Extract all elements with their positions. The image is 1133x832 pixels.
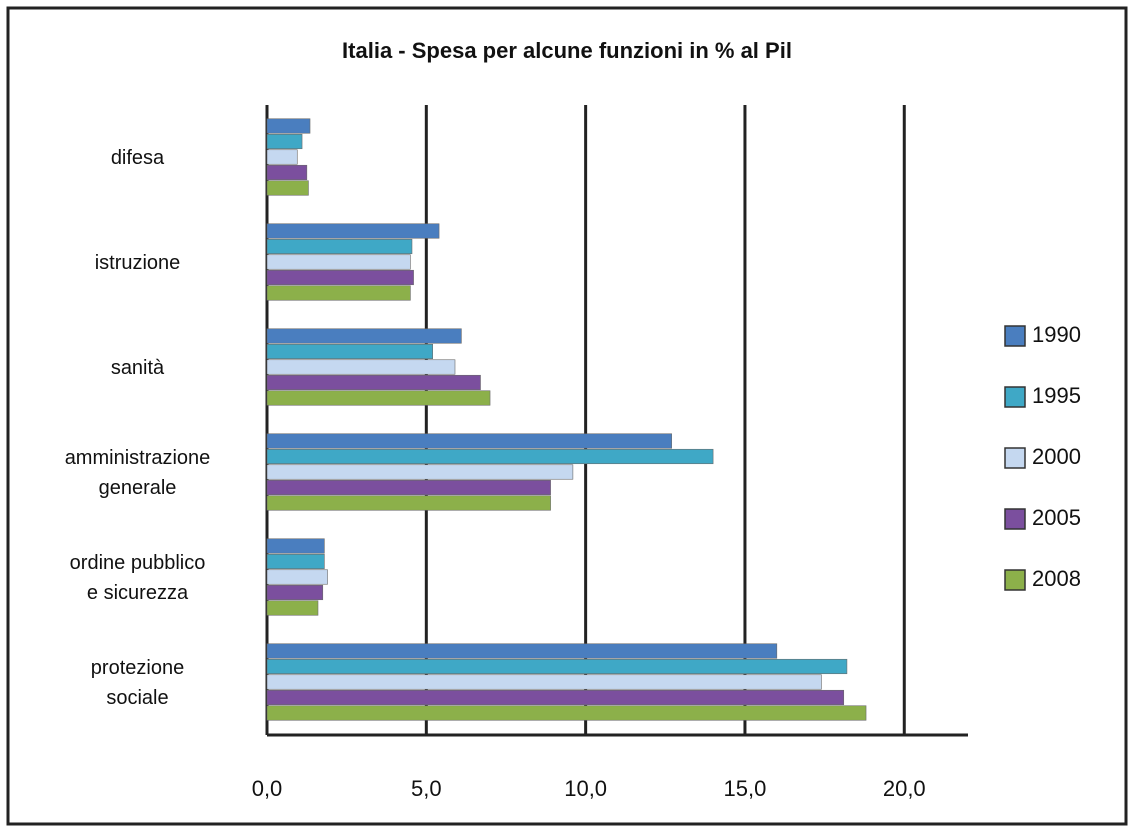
bar <box>266 538 325 554</box>
legend-swatch <box>1004 569 1026 591</box>
legend-label: 2000 <box>1032 444 1081 469</box>
legend-swatch <box>1004 447 1026 469</box>
bar <box>266 495 551 511</box>
legend-label: 1990 <box>1032 322 1081 347</box>
bar <box>266 328 462 344</box>
bar <box>266 569 328 585</box>
y-tick-label: amministrazione generale <box>64 446 211 499</box>
x-tick-label: 20,0 <box>883 776 926 801</box>
y-tick-label: istruzione <box>94 251 181 274</box>
x-tick-label: 15,0 <box>724 776 767 801</box>
bar <box>266 448 714 465</box>
y-tick-label: ordine pubblico e sicurezza <box>69 551 206 604</box>
y-tick-label: sanità <box>110 356 165 379</box>
bar <box>266 149 298 165</box>
y-tick-label: protezione sociale <box>90 656 185 709</box>
bar <box>266 180 309 196</box>
bar <box>266 254 411 270</box>
bar <box>266 285 411 301</box>
legend-label: 1995 <box>1032 383 1081 408</box>
bar <box>266 269 414 286</box>
bar <box>266 133 303 150</box>
bar <box>266 600 319 616</box>
bar <box>266 643 778 659</box>
bar <box>266 118 311 134</box>
x-tick-label: 10,0 <box>564 776 607 801</box>
x-tick-label: 0,0 <box>252 776 283 801</box>
bar <box>266 343 433 360</box>
legend-label: 2008 <box>1032 566 1081 591</box>
legend-label: 2005 <box>1032 505 1081 530</box>
chart-title: Italia - Spesa per alcune funzioni in % … <box>342 38 792 63</box>
bar <box>266 223 440 239</box>
bar <box>266 359 456 375</box>
bar <box>266 658 848 675</box>
bar <box>266 374 481 391</box>
bar <box>266 433 672 449</box>
bar <box>266 464 574 480</box>
bar <box>266 479 551 496</box>
bar <box>266 553 325 570</box>
bar <box>266 689 845 706</box>
bar <box>266 164 308 181</box>
bar <box>266 390 491 406</box>
legend-swatch <box>1004 325 1026 347</box>
bar <box>266 584 324 601</box>
legend-swatch <box>1004 386 1026 408</box>
bar <box>266 674 822 690</box>
bar <box>266 705 867 721</box>
y-tick-label: difesa <box>110 146 165 169</box>
legend-swatch <box>1004 508 1026 530</box>
x-tick-label: 5,0 <box>411 776 442 801</box>
bar <box>266 238 413 255</box>
